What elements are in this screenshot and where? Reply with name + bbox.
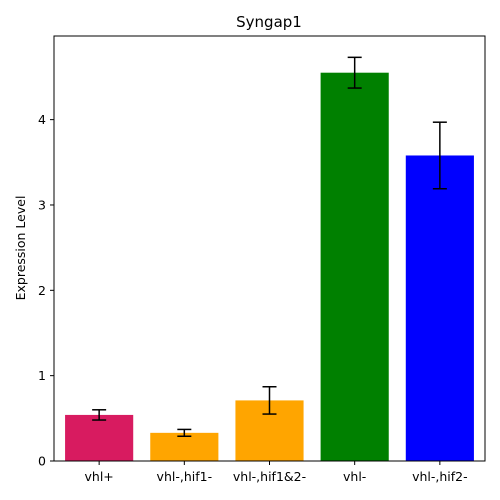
- y-tick-label-3: 3: [38, 197, 46, 212]
- x-tick-label-1: vhl-,hif1-: [157, 469, 213, 484]
- x-tick-label-3: vhl-: [343, 469, 366, 484]
- bar-3: [320, 72, 389, 462]
- x-tick-label-2: vhl-,hif1&2-: [233, 469, 306, 484]
- y-tick-label-4: 4: [38, 112, 46, 127]
- y-tick-label-0: 0: [38, 454, 46, 469]
- y-tick-label-2: 2: [38, 283, 46, 298]
- error-bar-1: [177, 428, 192, 438]
- error-bar-3: [347, 56, 362, 89]
- bar-1: [150, 432, 219, 461]
- x-tick-label-0: vhl+: [85, 469, 114, 484]
- bar-4: [405, 155, 474, 461]
- chart-title: Syngap1: [236, 13, 302, 31]
- y-tick-label-1: 1: [38, 368, 46, 383]
- y-axis-label: Expression Level: [13, 196, 28, 301]
- x-tick-label-4: vhl-,hif2-: [412, 469, 468, 484]
- error-bar-4: [432, 121, 447, 190]
- bar-0: [65, 414, 134, 461]
- error-bar-2: [262, 386, 277, 415]
- error-bar-0: [92, 409, 107, 421]
- plot-area: 0 1 2 3 4 vhl+ vhl-,hif1- vhl-,hif1&2- vhl-vhl-,…: [38, 35, 486, 484]
